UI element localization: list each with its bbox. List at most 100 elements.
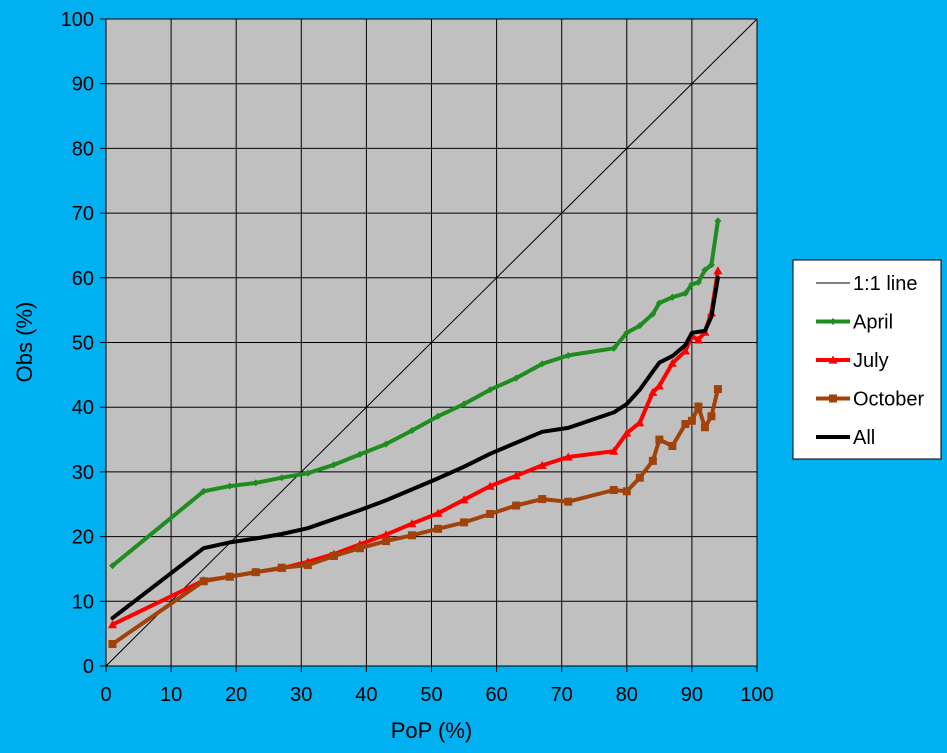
data-point-october bbox=[329, 552, 338, 561]
y-tick-label: 80 bbox=[72, 138, 94, 160]
data-point-july bbox=[563, 452, 573, 461]
data-point-july bbox=[537, 460, 547, 470]
data-point-april bbox=[304, 469, 312, 477]
data-point-october bbox=[251, 568, 260, 577]
data-point-july bbox=[485, 481, 495, 490]
y-tick-label: 60 bbox=[72, 268, 94, 290]
legend-item-october: October bbox=[816, 389, 924, 411]
series-line-all bbox=[110, 275, 720, 621]
data-point-april bbox=[226, 482, 234, 490]
data-point-april bbox=[623, 329, 631, 337]
data-point-april bbox=[382, 440, 390, 448]
data-point-july bbox=[622, 428, 632, 437]
data-point-april bbox=[278, 474, 286, 482]
data-point-october bbox=[225, 572, 234, 581]
data-point-october bbox=[713, 385, 722, 394]
data-point-october bbox=[687, 416, 696, 425]
data-point-october bbox=[648, 456, 657, 465]
x-tick-label: 30 bbox=[290, 684, 312, 706]
legend-label-april: April bbox=[853, 312, 893, 334]
grid bbox=[105, 18, 758, 667]
data-point-july bbox=[680, 346, 690, 355]
series-april bbox=[109, 217, 722, 570]
legend-item-1-1-line: 1:1 line bbox=[816, 273, 918, 295]
data-point-july bbox=[635, 418, 645, 427]
data-point-october bbox=[668, 442, 677, 451]
data-point-april bbox=[636, 322, 644, 330]
data-point-october bbox=[355, 544, 364, 553]
x-tick-label: 50 bbox=[420, 684, 442, 706]
x-axis-label: PoP (%) bbox=[391, 718, 473, 743]
data-point-april bbox=[460, 400, 468, 408]
data-point-october bbox=[635, 473, 644, 482]
legend-label-all: All bbox=[853, 427, 875, 449]
y-tick-label: 90 bbox=[72, 74, 94, 96]
data-point-april bbox=[109, 562, 117, 570]
series bbox=[105, 18, 758, 667]
data-point-april bbox=[694, 278, 702, 286]
data-point-july bbox=[433, 508, 443, 517]
legend-marker-october bbox=[829, 394, 837, 403]
data-point-october bbox=[108, 640, 117, 649]
legend-item-all: All bbox=[816, 427, 875, 449]
data-point-july bbox=[108, 620, 118, 629]
data-point-october bbox=[694, 402, 703, 411]
y-tick-label: 10 bbox=[72, 591, 94, 613]
x-tick-label: 100 bbox=[740, 684, 773, 706]
y-tick-label: 70 bbox=[72, 203, 94, 225]
legend-label-july: July bbox=[853, 350, 889, 372]
x-tick-label: 10 bbox=[160, 684, 182, 706]
data-point-april bbox=[610, 344, 618, 352]
series-october bbox=[108, 385, 722, 649]
legend-label-october: October bbox=[853, 389, 924, 411]
axis-ticks: 0 10 20 30 40 50 60 70 80 90 100 0 10 20 30 40 50 60 70 80 9… bbox=[61, 9, 774, 706]
data-point-october bbox=[434, 524, 443, 533]
y-tick-label: 50 bbox=[72, 333, 94, 355]
y-tick-label: 30 bbox=[72, 462, 94, 484]
data-point-april bbox=[512, 374, 520, 382]
data-point-october bbox=[655, 435, 664, 444]
data-point-july bbox=[693, 335, 703, 344]
y-tick-label: 40 bbox=[72, 397, 94, 419]
data-point-april bbox=[649, 310, 657, 318]
data-point-april bbox=[538, 360, 546, 368]
data-point-april bbox=[701, 266, 709, 274]
series-line-april bbox=[110, 218, 720, 568]
legend-item-april: April bbox=[816, 312, 893, 334]
data-point-october bbox=[700, 423, 709, 432]
y-tick-label: 20 bbox=[72, 527, 94, 549]
legend-marker-july bbox=[828, 355, 838, 364]
data-point-april bbox=[200, 487, 208, 495]
data-point-october bbox=[303, 561, 312, 570]
data-point-october bbox=[460, 518, 469, 527]
data-point-july bbox=[648, 387, 658, 396]
data-point-april bbox=[707, 261, 715, 269]
data-point-april bbox=[434, 412, 442, 420]
data-point-october bbox=[564, 497, 573, 506]
data-point-july bbox=[407, 519, 417, 528]
data-point-october bbox=[609, 486, 618, 495]
data-point-april bbox=[356, 450, 364, 458]
data-point-october bbox=[407, 531, 416, 540]
legend-marker-april bbox=[829, 318, 837, 325]
data-point-april bbox=[668, 293, 676, 301]
data-point-april bbox=[688, 280, 696, 288]
legend-label-1-1-line: 1:1 line bbox=[853, 273, 918, 295]
data-point-october bbox=[199, 577, 208, 586]
x-tick-label: 90 bbox=[681, 684, 703, 706]
y-axis-label: Obs (%) bbox=[12, 302, 37, 383]
x-tick-label: 40 bbox=[355, 684, 377, 706]
data-point-july bbox=[459, 495, 469, 504]
x-tick-label: 80 bbox=[616, 684, 638, 706]
data-point-july bbox=[654, 381, 664, 390]
data-point-july bbox=[511, 471, 521, 480]
data-point-july bbox=[381, 530, 391, 539]
legend-item-july: July bbox=[816, 350, 889, 372]
data-point-october bbox=[277, 563, 286, 572]
series-line-1-1-line bbox=[105, 18, 758, 667]
data-point-july bbox=[667, 358, 677, 367]
data-point-october bbox=[707, 412, 716, 421]
series-1-1-line bbox=[105, 18, 758, 667]
